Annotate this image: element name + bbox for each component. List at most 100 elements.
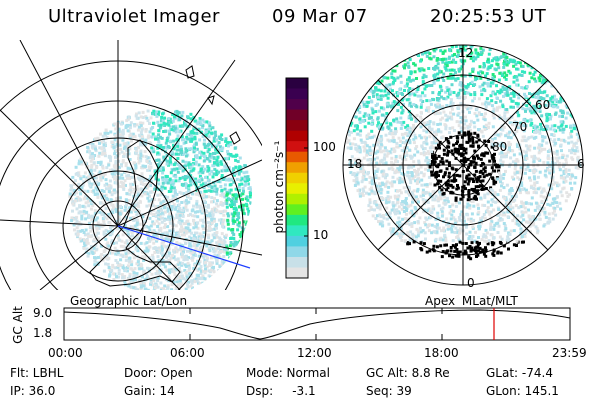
emission-pixel	[440, 116, 444, 120]
emission-pixel	[86, 254, 90, 258]
emission-pixel	[189, 169, 193, 173]
emission-pixel	[482, 115, 486, 119]
emission-pixel	[535, 227, 539, 231]
emission-pixel	[135, 223, 139, 227]
emission-pixel	[133, 272, 136, 276]
emission-pixel	[515, 158, 519, 161]
emission-pixel	[436, 123, 440, 126]
emission-pixel	[235, 218, 239, 222]
emission-pixel	[120, 264, 124, 268]
emission-pixel	[530, 135, 534, 139]
emission-pixel	[152, 208, 156, 212]
emission-pixel	[175, 167, 179, 171]
emission-pixel	[136, 233, 140, 237]
emission-pixel	[558, 71, 562, 75]
emission-pixel	[408, 154, 412, 158]
emission-pixel	[205, 213, 209, 217]
emission-pixel	[419, 59, 423, 63]
emission-pixel	[114, 181, 118, 185]
emission-pixel	[118, 133, 122, 137]
emission-pixel	[478, 65, 482, 69]
emission-pixel	[184, 147, 188, 151]
emission-pixel	[438, 185, 442, 189]
emission-pixel	[167, 254, 171, 258]
emission-pixel	[151, 204, 155, 208]
emission-pixel	[565, 154, 569, 158]
emission-pixel	[359, 170, 363, 174]
emission-pixel	[109, 186, 113, 190]
emission-pixel	[106, 131, 110, 135]
emission-pixel	[473, 83, 477, 87]
emission-pixel	[93, 259, 97, 263]
emission-pixel	[139, 241, 143, 245]
emission-pixel	[538, 62, 541, 66]
emission-pixel	[131, 216, 135, 219]
emission-pixel	[162, 155, 166, 159]
emission-pixel	[553, 124, 557, 128]
emission-pixel	[451, 54, 455, 58]
emission-pixel	[174, 130, 178, 134]
emission-pixel	[224, 137, 228, 141]
emission-pixel	[503, 54, 507, 58]
emission-pixel	[72, 223, 76, 227]
emission-pixel	[102, 139, 105, 143]
emission-pixel	[450, 179, 454, 183]
emission-pixel	[99, 244, 103, 248]
emission-pixel	[371, 176, 375, 180]
emission-pixel	[536, 60, 540, 64]
emission-pixel	[478, 170, 482, 174]
emission-pixel	[402, 201, 406, 205]
emission-pixel	[166, 218, 170, 221]
emission-pixel	[161, 112, 164, 116]
emission-pixel	[412, 46, 416, 50]
emission-pixel	[527, 215, 531, 219]
colorbar-band	[286, 214, 308, 226]
emission-pixel	[128, 134, 132, 138]
emission-pixel	[491, 200, 495, 204]
emission-pixel	[134, 152, 138, 156]
emission-pixel	[467, 91, 471, 95]
emission-pixel	[526, 100, 530, 103]
emission-pixel	[463, 249, 467, 253]
emission-pixel	[161, 232, 165, 236]
emission-pixel	[546, 161, 550, 165]
emission-pixel	[212, 156, 216, 160]
emission-pixel	[82, 175, 86, 179]
emission-pixel	[441, 238, 445, 242]
emission-pixel	[358, 95, 362, 99]
emission-pixel	[521, 211, 525, 215]
emission-pixel	[131, 182, 135, 186]
emission-pixel	[468, 204, 472, 208]
emission-pixel	[155, 211, 159, 215]
emission-pixel	[172, 267, 176, 271]
emission-pixel	[94, 218, 98, 222]
emission-pixel	[379, 134, 383, 138]
emission-pixel	[223, 259, 227, 263]
emission-pixel	[365, 153, 369, 157]
emission-pixel	[246, 182, 250, 186]
colorbar-band	[286, 141, 308, 153]
emission-pixel	[508, 145, 511, 149]
emission-pixel	[555, 100, 559, 103]
emission-pixel	[468, 235, 472, 238]
emission-pixel	[161, 176, 165, 180]
emission-pixel	[567, 141, 571, 145]
emission-pixel	[181, 124, 185, 128]
colorbar-band	[286, 246, 308, 258]
emission-pixel	[249, 212, 252, 216]
emission-pixel	[546, 154, 550, 158]
emission-pixel	[99, 178, 103, 182]
emission-pixel	[489, 217, 493, 221]
emission-pixel	[504, 227, 508, 231]
emission-pixel	[555, 152, 559, 156]
emission-pixel	[147, 199, 151, 203]
emission-pixel	[407, 204, 411, 208]
emission-pixel	[401, 217, 405, 221]
emission-pixel	[174, 175, 178, 179]
emission-pixel	[70, 186, 74, 190]
emission-pixel	[72, 217, 76, 221]
emission-pixel	[70, 219, 74, 223]
emission-pixel	[139, 131, 143, 135]
emission-pixel	[208, 159, 212, 163]
emission-pixel	[573, 152, 577, 156]
